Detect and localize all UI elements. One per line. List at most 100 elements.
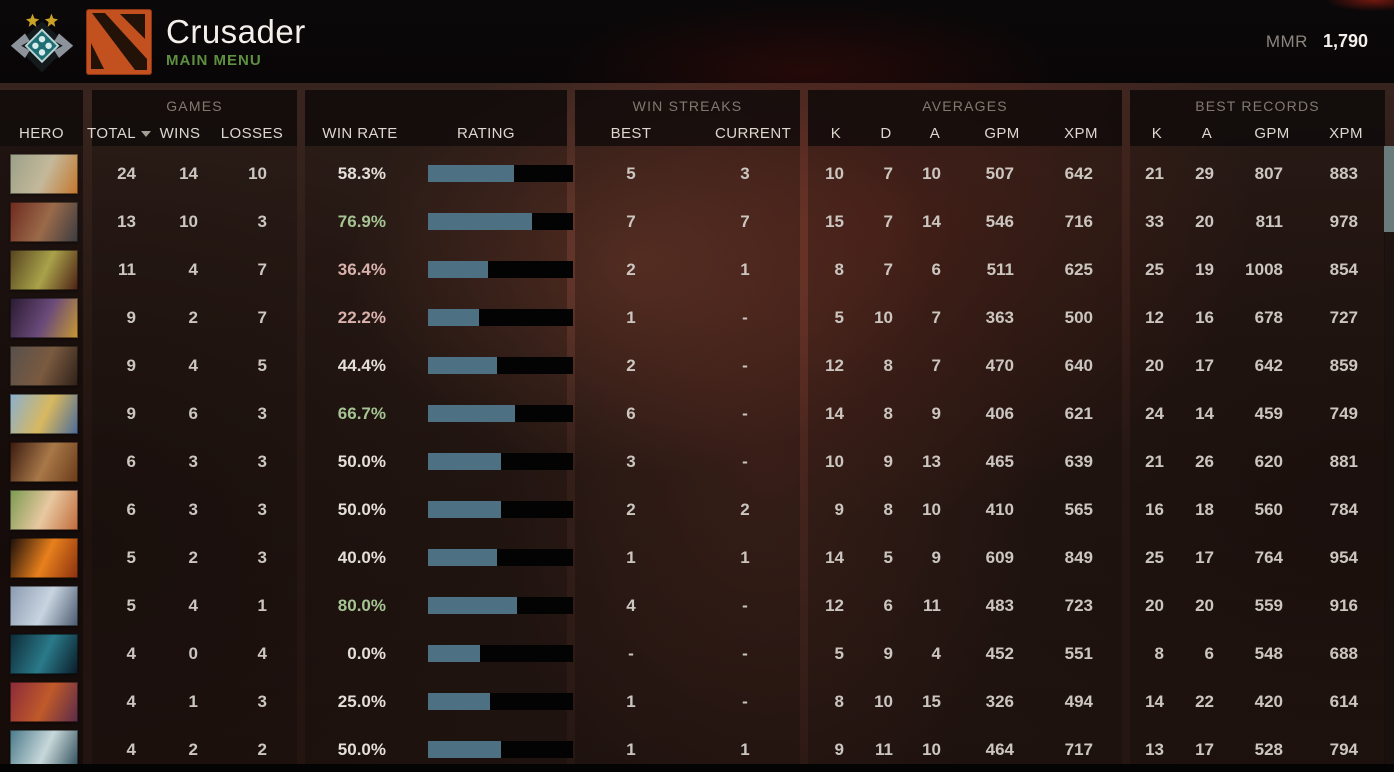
hero-portrait[interactable] [10, 538, 78, 578]
column-header-avg-deaths[interactable]: D [880, 125, 892, 142]
best-kills-value: 24 [1145, 404, 1164, 423]
column-header-avg-gpm[interactable]: GPM [984, 125, 1020, 142]
hero-portrait[interactable] [10, 154, 78, 194]
best-streak-value: - [628, 644, 634, 663]
avg-xpm-value: 716 [1064, 212, 1093, 231]
rating-bar-fill [428, 645, 481, 662]
scrollbar-thumb[interactable] [1384, 146, 1394, 232]
scrollbar-track[interactable] [1384, 146, 1394, 764]
wins-value: 2 [188, 548, 198, 567]
current-streak-value: 1 [740, 548, 750, 567]
best-assists-value: 29 [1195, 164, 1214, 183]
rating-bar-fill [428, 213, 532, 230]
hero-portrait[interactable] [10, 586, 78, 626]
table-row[interactable]: 13 10 3 76.9% 7 7 15 7 14 546 716 33 20 … [0, 198, 1394, 246]
table-row[interactable]: 11 4 7 36.4% 2 1 8 7 6 511 625 25 19 100… [0, 246, 1394, 294]
column-header-avg-assists[interactable]: A [929, 125, 941, 142]
hero-portrait[interactable] [10, 490, 78, 530]
best-streak-value: 2 [626, 260, 636, 279]
avg-gpm-value: 410 [985, 500, 1014, 519]
hero-portrait[interactable] [10, 394, 78, 434]
avg-gpm-value: 452 [985, 644, 1014, 663]
total-games-value: 9 [126, 308, 136, 327]
column-header-hero[interactable]: HERO [19, 125, 64, 142]
dota-logo[interactable] [86, 8, 152, 75]
rating-bar [428, 165, 573, 182]
avg-gpm-value: 326 [985, 692, 1014, 711]
column-header-avg-xpm[interactable]: XPM [1064, 125, 1098, 142]
table-row[interactable]: 4 0 4 0.0% - - 5 9 4 452 551 8 6 548 688 [0, 630, 1394, 678]
table-row[interactable]: 4 1 3 25.0% 1 - 8 10 15 326 494 14 22 42… [0, 678, 1394, 726]
current-streak-value: - [742, 596, 748, 615]
mmr-label: MMR [1265, 32, 1308, 51]
best-kills-value: 16 [1145, 500, 1164, 519]
avg-deaths-value: 7 [883, 260, 893, 279]
sort-caret-icon[interactable] [141, 131, 151, 137]
rating-bar [428, 309, 573, 326]
hero-portrait[interactable] [10, 682, 78, 722]
hero-portrait[interactable] [10, 442, 78, 482]
hero-portrait[interactable] [10, 634, 78, 674]
avg-kills-value: 12 [825, 596, 844, 615]
rank-medal-icon[interactable] [8, 9, 76, 75]
column-header-wins[interactable]: WINS [159, 125, 201, 142]
avg-xpm-value: 640 [1064, 356, 1093, 375]
rating-bar-fill [428, 549, 497, 566]
table-row[interactable]: 24 14 10 58.3% 5 3 10 7 10 507 642 21 29… [0, 150, 1394, 198]
column-header-total[interactable]: TOTAL [87, 125, 136, 142]
best-streak-value: 2 [626, 500, 636, 519]
column-header-best-kills[interactable]: K [1151, 125, 1163, 142]
bottom-edge-bar [0, 764, 1394, 772]
avg-gpm-value: 464 [985, 740, 1014, 759]
avg-kills-value: 8 [834, 260, 844, 279]
best-xpm-value: 784 [1329, 500, 1358, 519]
column-header-avg-kills[interactable]: K [830, 125, 842, 142]
table-row[interactable]: 6 3 3 50.0% 2 2 9 8 10 410 565 16 18 560… [0, 486, 1394, 534]
best-assists-value: 18 [1195, 500, 1214, 519]
column-header-best-xpm[interactable]: XPM [1329, 125, 1363, 142]
table-row[interactable]: 5 4 1 80.0% 4 - 12 6 11 483 723 20 20 55… [0, 582, 1394, 630]
table-row[interactable]: 9 2 7 22.2% 1 - 5 10 7 363 500 12 16 678… [0, 294, 1394, 342]
best-kills-value: 25 [1145, 548, 1164, 567]
table-row[interactable]: 6 3 3 50.0% 3 - 10 9 13 465 639 21 26 62… [0, 438, 1394, 486]
hero-portrait[interactable] [10, 346, 78, 386]
column-header-best-assists[interactable]: A [1201, 125, 1213, 142]
best-kills-value: 21 [1145, 452, 1164, 471]
column-header-best-gpm[interactable]: GPM [1254, 125, 1290, 142]
best-streak-value: 1 [626, 692, 636, 711]
hero-portrait[interactable] [10, 730, 78, 770]
table-row[interactable]: 5 2 3 40.0% 1 1 14 5 9 609 849 25 17 764… [0, 534, 1394, 582]
rating-bar [428, 453, 573, 470]
top-bar: Crusader MAIN MENU MMR 1,790 [0, 0, 1394, 83]
hero-portrait[interactable] [10, 298, 78, 338]
column-header-losses[interactable]: LOSSES [220, 125, 284, 142]
main-menu-label[interactable]: MAIN MENU [166, 52, 262, 69]
best-assists-value: 16 [1195, 308, 1214, 327]
column-header-current-streak[interactable]: CURRENT [715, 125, 792, 142]
total-games-value: 4 [126, 740, 136, 759]
rating-bar [428, 405, 573, 422]
best-streak-value: 1 [626, 308, 636, 327]
table-row[interactable]: 9 6 3 66.7% 6 - 14 8 9 406 621 24 14 459… [0, 390, 1394, 438]
avg-deaths-value: 9 [883, 644, 893, 663]
header-panel-averages: AVERAGES [808, 90, 1122, 146]
best-assists-value: 14 [1195, 404, 1214, 423]
win-rate-value: 36.4% [337, 260, 386, 279]
avg-kills-value: 9 [834, 500, 844, 519]
table-row[interactable]: 9 4 5 44.4% 2 - 12 8 7 470 640 20 17 642… [0, 342, 1394, 390]
column-header-best-streak[interactable]: BEST [610, 125, 652, 142]
avg-deaths-value: 9 [883, 452, 893, 471]
total-games-value: 11 [118, 260, 136, 279]
table-row[interactable]: 4 2 2 50.0% 1 1 9 11 10 464 717 13 17 52… [0, 726, 1394, 772]
rating-bar [428, 549, 573, 566]
column-header-rating[interactable]: RATING [457, 125, 515, 142]
hero-portrait[interactable] [10, 202, 78, 242]
losses-value: 3 [257, 692, 267, 711]
avg-gpm-value: 511 [986, 260, 1014, 279]
column-header-win-rate[interactable]: WIN RATE [322, 125, 398, 142]
hero-portrait[interactable] [10, 250, 78, 290]
avg-kills-value: 14 [825, 404, 844, 423]
best-gpm-value: 642 [1254, 356, 1283, 375]
losses-value: 10 [248, 164, 267, 183]
win-rate-value: 58.3% [337, 164, 386, 183]
